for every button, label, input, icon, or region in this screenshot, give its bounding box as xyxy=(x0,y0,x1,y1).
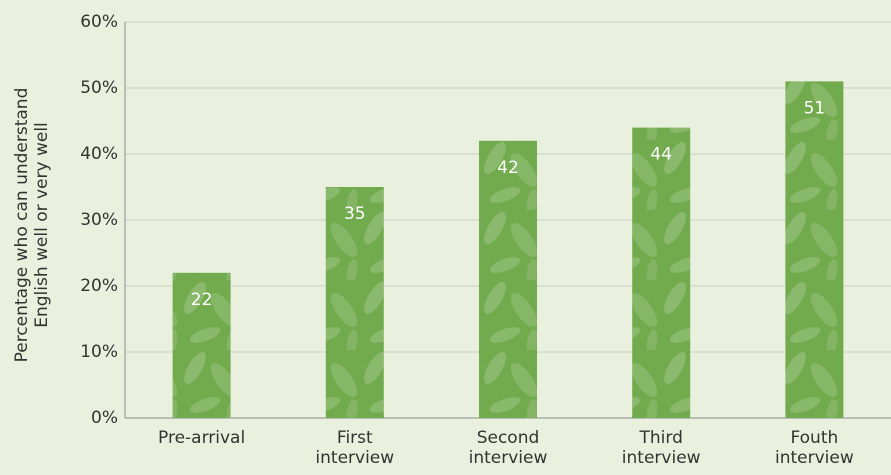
y-tick-label: 20% xyxy=(80,276,118,296)
data-label: 44 xyxy=(650,145,672,165)
x-tick-label: Pre-arrival xyxy=(147,428,257,448)
data-label: 42 xyxy=(497,158,519,178)
y-tick-label: 50% xyxy=(80,78,118,98)
y-tick-label: 10% xyxy=(80,342,118,362)
data-label: 22 xyxy=(191,290,213,310)
x-tick-label: Third interview xyxy=(606,428,716,468)
y-axis-title: Percentage who can understand English we… xyxy=(12,75,52,375)
y-tick-label: 30% xyxy=(80,210,118,230)
x-tick-label: Second interview xyxy=(453,428,563,468)
y-tick-label: 60% xyxy=(80,12,118,32)
bar-texture xyxy=(632,128,690,418)
data-label: 35 xyxy=(344,204,366,224)
y-tick-label: 40% xyxy=(80,144,118,164)
x-tick-label: First interview xyxy=(300,428,410,468)
bar-texture xyxy=(479,141,537,418)
y-tick-label: 0% xyxy=(91,408,118,428)
x-tick-label: Fouth interview xyxy=(759,428,869,468)
chart: 0% 10% 20% 30% 40% 50% 60% 22 35 42 44 51 Percentag… xyxy=(0,0,891,475)
bar-texture xyxy=(785,81,843,418)
data-label: 51 xyxy=(804,98,826,118)
chart-canvas: 0% 10% 20% 30% 40% 50% 60% 22 35 42 44 51 xyxy=(0,0,891,475)
